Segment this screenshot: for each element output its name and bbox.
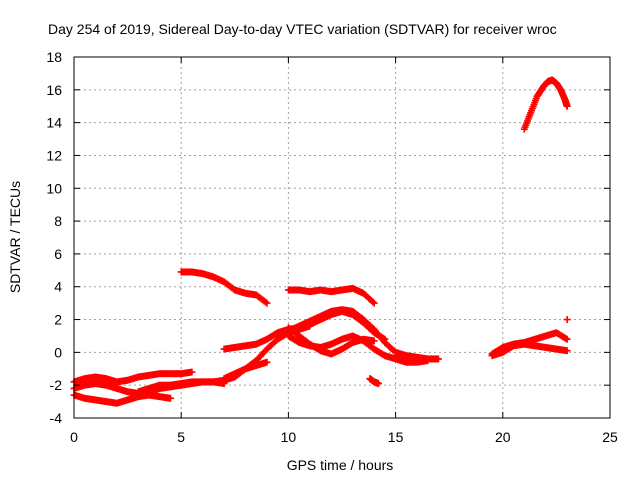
- y-tick-label: 8: [54, 213, 62, 229]
- y-tick-label: 14: [46, 115, 62, 131]
- data-point: [263, 299, 271, 307]
- x-tick-label: 15: [388, 429, 404, 445]
- series-arc-l: [366, 375, 382, 388]
- series-arc-j: [177, 268, 271, 307]
- data-point: [562, 334, 570, 342]
- series-arc-p: [563, 316, 571, 324]
- x-tick-label: 10: [281, 429, 297, 445]
- y-tick-label: 2: [54, 312, 62, 328]
- x-tick-label: 25: [602, 429, 618, 445]
- data-point: [263, 358, 271, 366]
- data-point: [424, 357, 432, 365]
- series-arc-g: [274, 306, 442, 363]
- data-point: [563, 335, 571, 343]
- y-tick-label: 16: [46, 82, 62, 98]
- y-tick-label: -4: [50, 410, 63, 426]
- y-tick-label: 0: [54, 344, 62, 360]
- plot-frame: [73, 56, 611, 419]
- data-point: [369, 298, 377, 306]
- data-point: [563, 102, 571, 110]
- y-tick-label: 12: [46, 147, 62, 163]
- data-point: [434, 355, 442, 363]
- data-point: [188, 368, 196, 376]
- data-points: [70, 76, 571, 407]
- y-tick-label: 6: [54, 246, 62, 262]
- series-arc-f: [220, 358, 271, 383]
- x-tick-label: 0: [70, 429, 78, 445]
- series-arc-o: [520, 76, 571, 133]
- y-tick-label: -2: [50, 377, 63, 393]
- data-point: [262, 298, 270, 306]
- data-point: [370, 299, 378, 307]
- data-point: [166, 394, 174, 402]
- x-axis-title: GPS time / hours: [287, 457, 394, 473]
- chart-title: Day 254 of 2019, Sidereal Day-to-day VTE…: [48, 21, 557, 37]
- grid-lines: [74, 57, 610, 418]
- data-point: [563, 347, 571, 355]
- data-point: [374, 380, 382, 388]
- y-tick-label: 18: [46, 49, 62, 65]
- data-point: [370, 337, 378, 345]
- x-tick-label: 20: [495, 429, 511, 445]
- y-tick-labels: -4 -2 0 2 4 6 8 10 12 14 16 18: [46, 49, 62, 426]
- series-arc-i: [284, 324, 378, 358]
- y-axis-title: SDTVAR / TECUs: [7, 181, 23, 293]
- series-arc-c: [70, 368, 196, 386]
- y-tick-label: 10: [46, 180, 62, 196]
- axis-ticks: [73, 56, 611, 419]
- x-tick-labels: 0 5 10 15 20 25: [70, 429, 618, 445]
- x-tick-label: 5: [177, 429, 185, 445]
- y-tick-label: 4: [54, 279, 62, 295]
- series-arc-k: [284, 284, 378, 307]
- series-arc-a: [70, 391, 174, 407]
- data-point: [563, 316, 571, 324]
- series-arc-n: [488, 340, 571, 360]
